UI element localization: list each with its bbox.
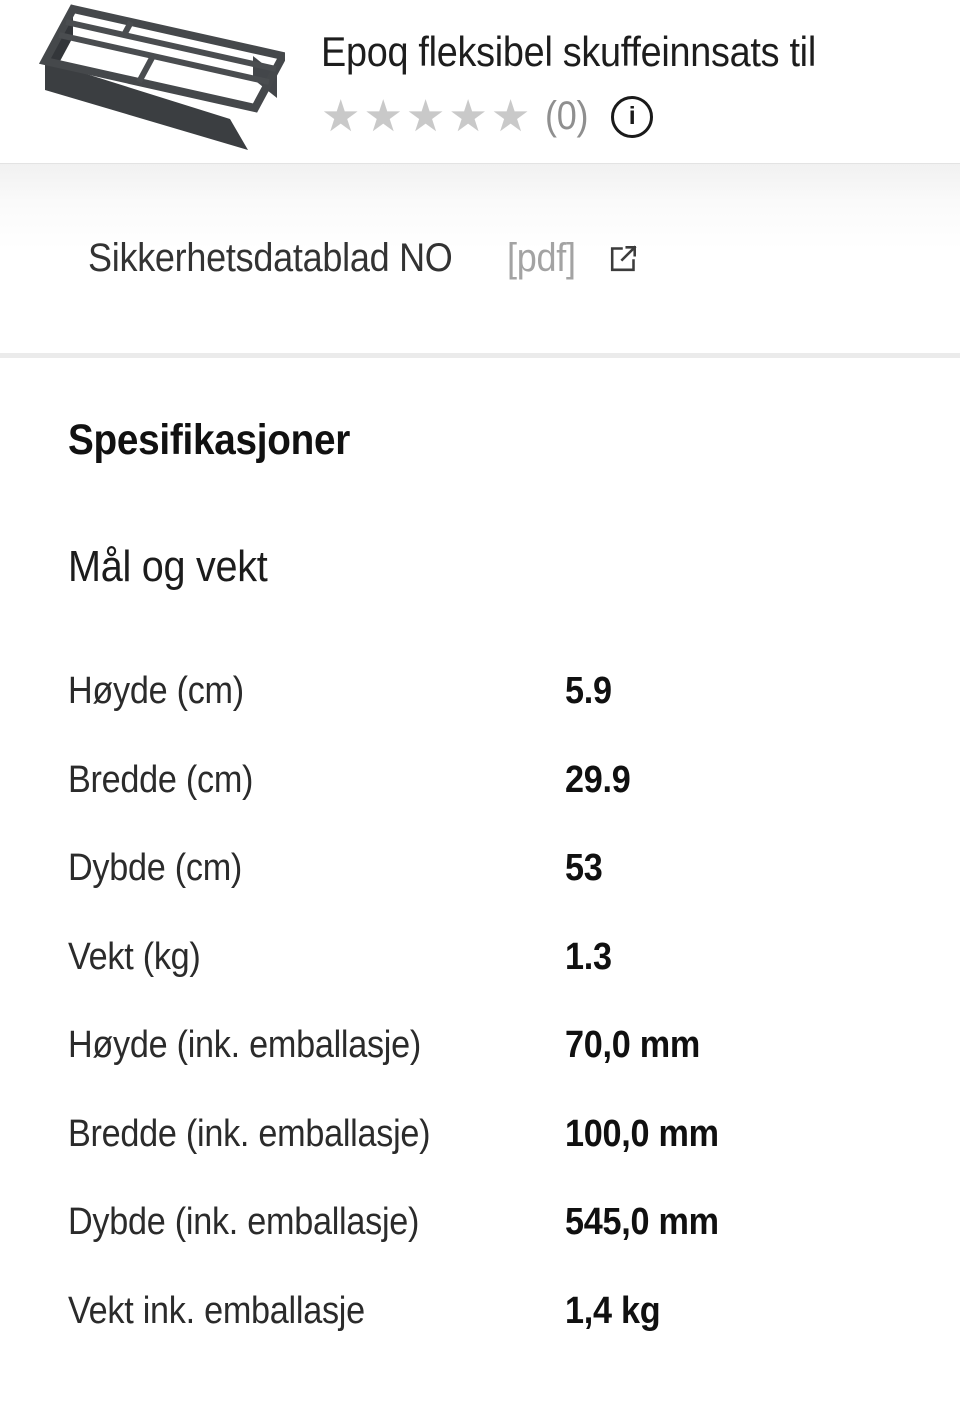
info-icon[interactable]: i (611, 95, 654, 138)
rating-stars: ★★★★★ (321, 91, 534, 141)
spec-label: Høyde (cm) (68, 670, 244, 713)
product-summary-header: Epoq fleksibel skuffeinnsats til ★★★★★ (… (0, 0, 960, 164)
safety-datasheet-label: Sikkerhetsdatablad NO (88, 236, 453, 280)
rating-summary[interactable]: ★★★★★ (0) i (321, 91, 871, 143)
product-title-text: Epoq fleksibel skuffeinnsats til (321, 28, 816, 75)
spec-value: 545,0 mm (565, 1201, 719, 1244)
star-icon: ★ (321, 91, 364, 141)
info-icon-glyph: i (628, 102, 636, 130)
spec-value: 70,0 mm (565, 1024, 700, 1067)
spec-value: 1.3 (565, 935, 612, 978)
spec-label: Vekt (kg) (68, 935, 201, 978)
spec-value: 5.9 (565, 670, 612, 713)
specifications-section: Spesifikasjoner Mål og vekt Høyde (cm) 5… (0, 416, 960, 1356)
pdf-format-label: [pdf] (507, 236, 576, 280)
spec-value: 1,4 kg (565, 1289, 661, 1332)
product-info: Epoq fleksibel skuffeinnsats til ★★★★★ (… (321, 26, 871, 143)
safety-datasheet-section: Sikkerhetsdatablad NO [pdf] (0, 164, 960, 358)
spec-label: Høyde (ink. emballasje) (68, 1024, 422, 1067)
review-count: (0) (545, 94, 589, 138)
external-link-icon (611, 244, 637, 271)
spec-label: Dybde (ink. emballasje) (68, 1201, 420, 1244)
spec-label: Bredde (ink. emballasje) (68, 1112, 431, 1155)
product-title: Epoq fleksibel skuffeinnsats til (321, 26, 871, 79)
star-icon: ★ (405, 91, 449, 141)
spec-label: Dybde (cm) (68, 847, 243, 890)
spec-row: Dybde (cm) 53 (68, 825, 892, 914)
dimensions-weight-subheading: Mål og vekt (68, 542, 268, 592)
spec-table: Høyde (cm) 5.9 Bredde (cm) 29.9 Dybde (c… (68, 648, 892, 1356)
spec-value: 29.9 (565, 758, 631, 801)
spec-row: Bredde (ink. emballasje) 100,0 mm (68, 1090, 892, 1179)
spec-row: Vekt (kg) 1.3 (68, 913, 892, 1002)
spec-row: Bredde (cm) 29.9 (68, 736, 892, 825)
star-icon: ★ (363, 91, 406, 141)
specifications-heading: Spesifikasjoner (68, 416, 351, 464)
star-icon: ★ (490, 91, 534, 141)
product-thumbnail (35, 4, 290, 154)
spec-row: Dybde (ink. emballasje) 545,0 mm (68, 1179, 892, 1268)
spec-label: Vekt ink. emballasje (68, 1289, 365, 1332)
spec-row: Høyde (ink. emballasje) 70,0 mm (68, 1002, 892, 1091)
spec-value: 53 (565, 847, 603, 890)
safety-datasheet-link[interactable]: Sikkerhetsdatablad NO [pdf] (88, 236, 641, 281)
spec-label: Bredde (cm) (68, 758, 254, 801)
star-icon: ★ (448, 91, 491, 141)
drawer-insert-image (38, 4, 290, 150)
spec-value: 100,0 mm (565, 1112, 719, 1155)
spec-row: Høyde (cm) 5.9 (68, 648, 892, 737)
spec-row: Vekt ink. emballasje 1,4 kg (68, 1267, 892, 1356)
